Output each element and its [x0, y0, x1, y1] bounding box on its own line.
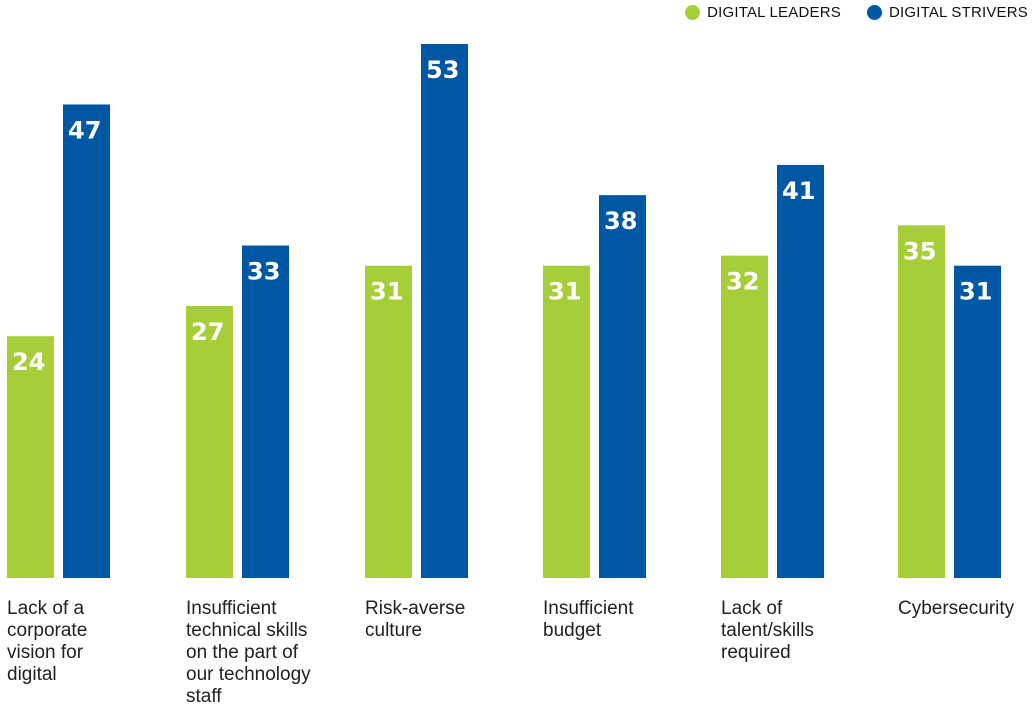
bar-digital-leaders	[543, 265, 590, 578]
category-label-line: Insufficient	[186, 598, 277, 619]
legend-item-digital-leaders: DIGITAL LEADERS	[685, 4, 841, 21]
bar-digital-strivers	[421, 44, 468, 578]
bar-digital-leaders	[186, 305, 233, 578]
bar-value-label: 27	[191, 318, 224, 346]
bar-group: 32 41	[721, 164, 824, 579]
bar-value-label: 35	[903, 237, 936, 265]
category-label: Risk-averse culture	[365, 598, 465, 642]
bar-value-label: 33	[247, 258, 280, 286]
bar-value-label: 47	[68, 116, 101, 144]
category-label-line: technical skills	[186, 620, 308, 641]
category-label-line: talent/skills	[721, 620, 814, 641]
category-label-line: Lack of	[721, 598, 783, 619]
bar-value-label: 31	[370, 278, 403, 306]
bar-group: 24 47	[7, 104, 110, 578]
category-label: Insufficient budget	[543, 598, 633, 642]
category-label: Lack of talent/skills required	[721, 598, 814, 664]
category-label-line: Risk-averse	[365, 598, 466, 619]
category-label-line: corporate	[7, 620, 88, 641]
category-label-line: vision for	[7, 642, 84, 663]
bar-group: 35 31	[898, 225, 1001, 578]
category-label-line: digital	[7, 664, 57, 685]
bar-digital-leaders	[898, 225, 945, 578]
bar-value-label: 38	[604, 207, 637, 235]
bar-value-label: 24	[12, 348, 45, 376]
category-label-line: staff	[186, 686, 222, 707]
category-label-line: Insufficient	[543, 598, 634, 619]
category-label-line: on the part of	[186, 642, 298, 663]
bar-value-label: 41	[782, 177, 815, 205]
category-label-line: Cybersecurity	[898, 598, 1015, 619]
bar-digital-strivers	[242, 245, 289, 578]
bar-chart-plot: 24 47 27 33 31 53 31 38 32 41 35 31	[7, 44, 1001, 579]
bar-digital-strivers	[63, 104, 110, 578]
bar-group: 31 38	[543, 195, 646, 578]
category-label-line: budget	[543, 620, 602, 641]
bar-digital-strivers	[599, 195, 646, 578]
bar-digital-leaders	[7, 336, 54, 578]
category-label-line: our technology	[186, 664, 311, 685]
legend-swatch-digital-strivers	[866, 5, 882, 20]
bar-digital-leaders	[365, 265, 412, 578]
bar-value-label: 32	[726, 268, 759, 296]
bar-value-label: 31	[959, 278, 992, 306]
bar-value-label: 53	[426, 56, 459, 84]
legend-label-digital-strivers: DIGITAL STRIVERS	[888, 4, 1028, 21]
category-label: Cybersecurity	[898, 598, 1014, 620]
category-label: Lack of a corporate vision for digital	[7, 598, 87, 686]
chart-legend: DIGITAL LEADERS DIGITAL STRIVERS	[685, 4, 1028, 21]
legend-swatch-digital-leaders	[685, 5, 701, 20]
bar-digital-strivers	[954, 265, 1001, 578]
category-label-line: culture	[365, 620, 423, 641]
bar-group: 27 33	[186, 245, 289, 578]
bar-digital-strivers	[777, 164, 824, 579]
category-label-line: required	[721, 642, 791, 663]
legend-item-digital-strivers: DIGITAL STRIVERS	[866, 4, 1028, 21]
legend-label-digital-leaders: DIGITAL LEADERS	[707, 4, 841, 21]
bar-value-label: 31	[548, 278, 581, 306]
category-label-line: Lack of a	[7, 598, 85, 619]
bar-digital-leaders	[721, 255, 768, 578]
bar-group: 31 53	[365, 44, 468, 578]
category-label: Insufficient technical skills on the part …	[186, 598, 311, 708]
